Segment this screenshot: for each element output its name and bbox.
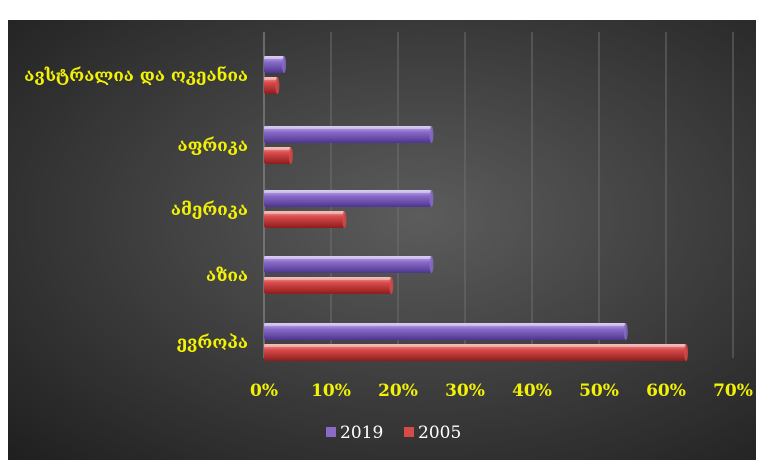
bar-chart: ევროპა აზია ამერიკა აფრიკა ავსტრალია და ოკეა… xyxy=(24,32,753,443)
title-strip xyxy=(0,0,764,20)
bar-2019 xyxy=(264,323,626,340)
x-tick-label: 10% xyxy=(311,381,351,401)
x-tick-label: 40% xyxy=(512,381,552,401)
bar-end-cap xyxy=(623,323,628,340)
bar-end-cap xyxy=(684,344,689,361)
bar-2005 xyxy=(264,344,687,361)
bar-end-cap xyxy=(429,190,434,207)
bar-highlight xyxy=(264,323,626,326)
x-tick-label: 70% xyxy=(713,381,753,401)
bar-highlight xyxy=(264,56,285,59)
category-label: აფრიკა xyxy=(177,136,248,156)
bar-end-cap xyxy=(429,256,434,273)
bar-end-cap xyxy=(429,126,434,143)
bar-highlight xyxy=(264,77,278,80)
bar-end-cap xyxy=(342,211,347,228)
bar-highlight xyxy=(264,147,291,150)
bar-2019 xyxy=(264,56,285,73)
bar-2005 xyxy=(264,277,392,294)
bar-highlight xyxy=(264,256,432,259)
category-label: აზია xyxy=(206,266,248,286)
bar-highlight xyxy=(264,344,687,347)
bar-end-cap xyxy=(282,56,287,73)
chart-area: ევროპა აზია ამერიკა აფრიკა ავსტრალია და ოკეა… xyxy=(8,20,756,460)
x-tick-label: 30% xyxy=(445,381,485,401)
bar-2005 xyxy=(264,147,291,164)
category-label: ავსტრალია და ოკეანია xyxy=(24,65,248,86)
bar-highlight xyxy=(264,190,432,193)
x-tick-label: 0% xyxy=(250,381,278,401)
x-tick-label: 20% xyxy=(378,381,418,401)
bar-end-cap xyxy=(275,77,280,94)
bar-2005 xyxy=(264,211,345,228)
legend-swatch-2005 xyxy=(404,427,414,437)
bar-2019 xyxy=(264,190,432,207)
bar-highlight xyxy=(264,211,345,214)
bar-2019 xyxy=(264,256,432,273)
category-label: ამერიკა xyxy=(171,200,248,220)
bar-end-cap xyxy=(288,147,293,164)
legend-label-2005: 2005 xyxy=(418,423,461,443)
legend-label-2019: 2019 xyxy=(340,423,383,443)
x-tick-label: 50% xyxy=(579,381,619,401)
legend-swatch-2019 xyxy=(326,427,336,437)
bar-2019 xyxy=(264,126,432,143)
bar-2005 xyxy=(264,77,278,94)
bar-highlight xyxy=(264,277,392,280)
bar-end-cap xyxy=(389,277,394,294)
category-label: ევროპა xyxy=(177,333,248,353)
x-tick-label: 60% xyxy=(646,381,686,401)
bar-highlight xyxy=(264,126,432,129)
